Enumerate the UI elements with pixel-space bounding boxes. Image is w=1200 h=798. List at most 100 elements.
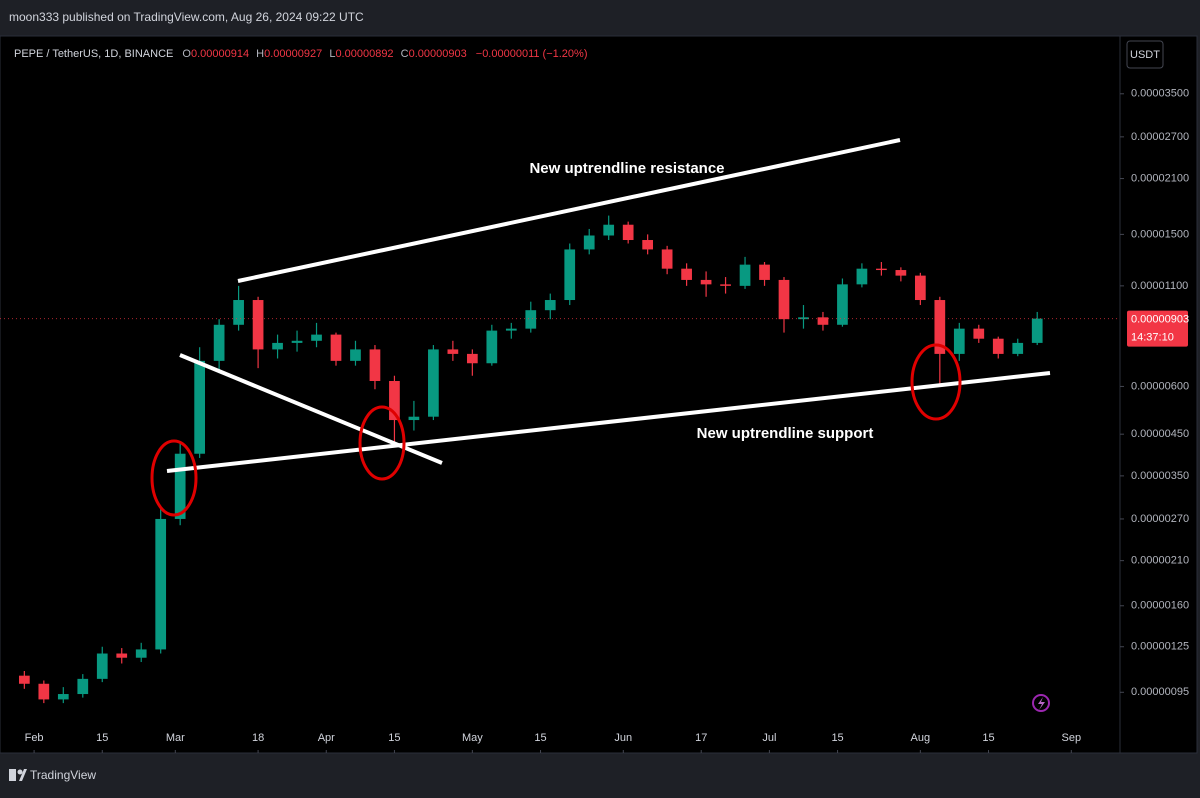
candle-body (837, 284, 848, 325)
highlight-circle (358, 405, 406, 481)
logo (19, 769, 27, 781)
x-tick-label: 15 (534, 732, 546, 744)
candle-body (622, 224, 634, 241)
currency-button[interactable] (1126, 40, 1164, 69)
y-tick-label: 0.00002700 (1131, 131, 1189, 143)
x-tick-label: Apr (318, 732, 335, 744)
candle-body (876, 268, 887, 271)
candle-body (330, 334, 342, 361)
legend-key: C (401, 48, 409, 60)
legend-value: 0.00000892 (335, 48, 393, 60)
legend-value: 0.00000914 (191, 48, 249, 60)
logo (9, 769, 16, 781)
candle-body (895, 270, 907, 276)
candle-body (135, 649, 147, 658)
candle-body (817, 317, 829, 325)
legend-key: O (182, 48, 191, 60)
legend-value: 0.00000903 (409, 48, 467, 60)
alert-bolt (1038, 697, 1045, 710)
x-tick-label: 17 (695, 732, 707, 744)
resistance-trendline (237, 138, 901, 283)
candle-body (973, 328, 985, 339)
y-tick-label: 0.00000125 (1131, 641, 1189, 653)
logo (17, 769, 23, 775)
candle-body (428, 349, 439, 417)
symbol-title: PEPE / TetherUS, 1D, BINANCE (14, 48, 173, 60)
x-tick-label: Mar (166, 732, 185, 744)
y-tick-label: 0.00002100 (1131, 172, 1189, 184)
candle-body (642, 240, 654, 250)
x-tick-label: Jun (614, 732, 632, 744)
candle-body (953, 328, 965, 354)
candle-body (798, 317, 809, 320)
candle-body (525, 310, 537, 329)
candle-body (77, 678, 89, 695)
x-tick-label: Feb (25, 732, 44, 744)
y-tick-label: 0.00000600 (1131, 380, 1189, 392)
y-tick-label: 0.00000160 (1131, 600, 1189, 612)
candle-body (57, 694, 69, 700)
candle-body (700, 279, 712, 285)
candle-body (18, 675, 30, 684)
candle-body (583, 235, 595, 250)
candle-body (992, 338, 1004, 354)
candle-body (544, 300, 556, 311)
publish-info: moon333 published on TradingView.com, Au… (9, 10, 364, 24)
x-tick-label: 15 (982, 732, 994, 744)
candle-body (934, 300, 946, 354)
candle-body (661, 249, 673, 269)
y-tick-label: 0.00000350 (1131, 470, 1189, 482)
annotation: New uptrendline resistance (529, 160, 724, 177)
candle-body (350, 349, 361, 361)
candle-body (914, 275, 926, 301)
x-tick-label: Jul (762, 732, 776, 744)
x-tick-label: Sep (1062, 732, 1082, 744)
legend-value: 0.00000927 (264, 48, 322, 60)
candle-body (213, 324, 225, 361)
candle-body (856, 268, 868, 285)
candle-body (311, 334, 322, 341)
support-trendline (166, 371, 1051, 473)
candle-body (739, 264, 751, 286)
alert-icon[interactable] (1032, 694, 1050, 712)
legend: PEPE / TetherUS, 1D, BINANCE O0.00000914… (14, 48, 587, 60)
legend-key: L (329, 48, 335, 60)
x-tick-label: 15 (96, 732, 108, 744)
candle-body (174, 453, 186, 519)
currency-label[interactable]: USDT (1130, 49, 1160, 61)
candle-body (1012, 342, 1024, 354)
x-tick-label: May (462, 732, 483, 744)
candle-body (272, 342, 283, 350)
y-tick-label: 0.00000450 (1131, 428, 1189, 440)
candle-body (681, 268, 692, 280)
legend-key: H (256, 48, 264, 60)
x-tick-label: 18 (252, 732, 264, 744)
candle-body (720, 284, 731, 286)
countdown: 14:37:10 (1131, 332, 1174, 344)
plot: 0.00003500 0.00002700 0.00002100 0.00001500… (0, 88, 1189, 753)
candle-body (252, 300, 264, 350)
candle-body (505, 328, 517, 331)
candle-body (96, 653, 108, 679)
drawings: New uptrendline resistance New uptrendli… (150, 138, 1051, 517)
y-tick-label: 0.00000095 (1131, 686, 1189, 698)
y-tick-label: 0.00001500 (1131, 228, 1189, 240)
x-tick-label: 15 (388, 732, 400, 744)
candle-body (486, 330, 498, 364)
last-price-label: 0.00000903 (1131, 314, 1189, 326)
candle-body (116, 653, 128, 658)
brand: TradingView (30, 768, 96, 782)
y-tick-label: 0.00001100 (1131, 280, 1188, 292)
x-tick-label: 15 (831, 732, 843, 744)
candle-body (233, 300, 244, 325)
candle-body (389, 381, 400, 421)
candle-body (408, 416, 420, 421)
candle-body (466, 353, 478, 364)
last-price-box (1127, 310, 1188, 347)
candle-body (447, 349, 459, 354)
candle-body (291, 340, 303, 343)
annotation: New uptrendline support (697, 425, 874, 442)
candle-body (564, 249, 576, 301)
